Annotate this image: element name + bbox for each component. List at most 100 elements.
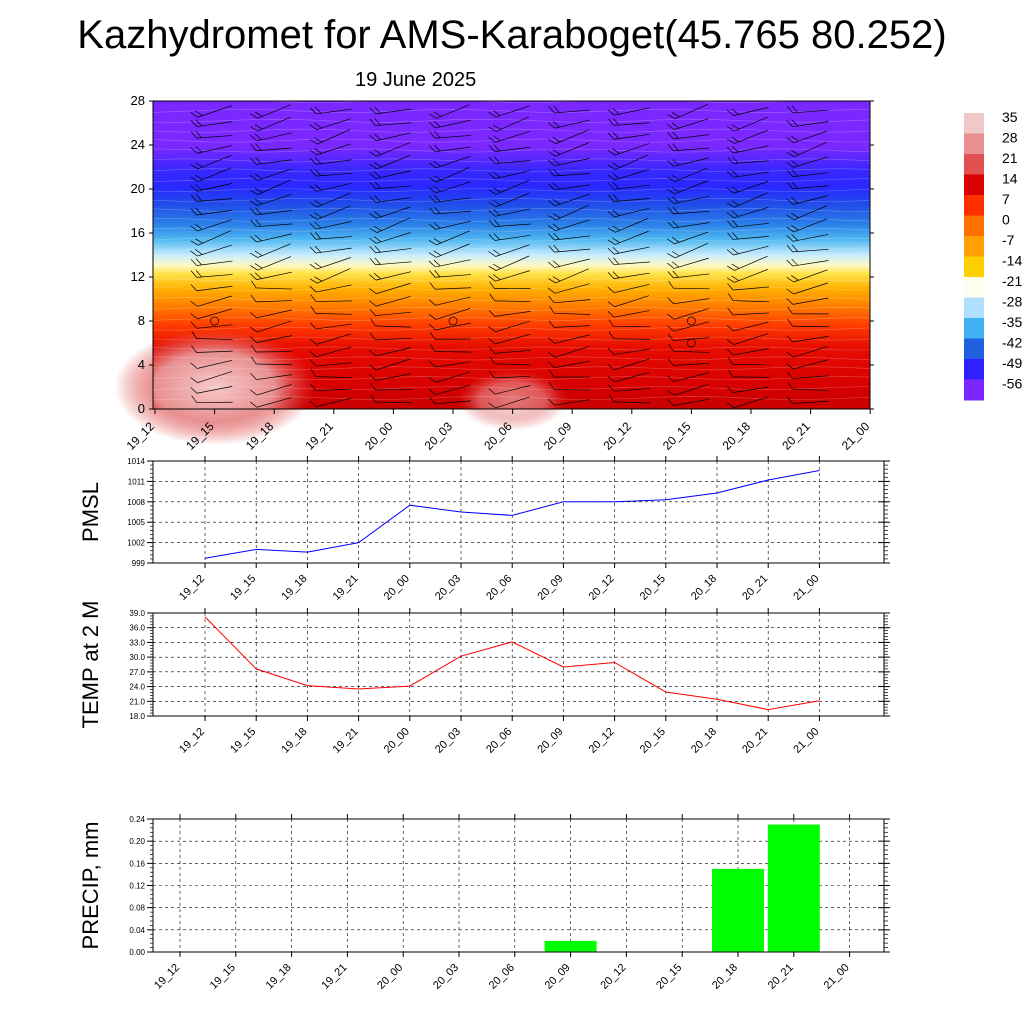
wind-barb (190, 183, 233, 192)
wind-barb (727, 357, 770, 365)
contour-line (152, 356, 871, 361)
wind-barb (726, 145, 769, 154)
wind-barb (250, 271, 292, 280)
wind-barb (488, 144, 531, 152)
wind-barb (190, 219, 232, 232)
wind-barb (547, 345, 590, 358)
wind-barb (429, 270, 471, 278)
wind-barb (250, 256, 292, 271)
wind-barb (607, 154, 649, 170)
wind-barb (786, 234, 829, 242)
x-tick-label: 19_12 (152, 962, 182, 992)
wind-barb (667, 220, 710, 229)
y-tick-label: 16 (131, 225, 145, 240)
y-tick-label: 30.0 (129, 653, 145, 662)
x-tick-label: 21_00 (822, 962, 852, 992)
x-tick-label: 19_15 (228, 726, 258, 756)
contour-line (152, 366, 871, 371)
y-tick-label: 39.0 (129, 609, 145, 618)
x-tick-label: 20_12 (598, 962, 628, 992)
contour-line (152, 346, 871, 351)
wind-barb (488, 320, 530, 333)
wind-barb (786, 258, 829, 267)
wind-barb (786, 346, 828, 358)
x-tick-label: 20_21 (740, 573, 770, 603)
wind-barb (667, 103, 708, 120)
colorbar-label: -56 (1002, 376, 1022, 392)
wind-barb (369, 132, 412, 142)
wind-barb (190, 258, 233, 266)
wind-barb (786, 181, 829, 190)
x-tick-label: 20_06 (484, 726, 514, 756)
wind-barb (488, 192, 530, 208)
wind-barb (786, 195, 829, 205)
wind-barb (309, 157, 352, 165)
y-tick-label: 20 (131, 181, 145, 196)
colorbar-label: -21 (1002, 273, 1022, 289)
bar (767, 824, 820, 952)
wind-barb (667, 270, 710, 279)
wind-barb (429, 144, 471, 153)
x-tick-label: 20_21 (766, 962, 796, 992)
wind-barb (608, 394, 650, 404)
wind-barb (428, 308, 471, 320)
contour-line (152, 118, 871, 123)
x-tick-label: 20_06 (484, 573, 514, 603)
y-tick-label: 4 (138, 357, 145, 372)
contour-line (152, 198, 871, 202)
wind-barb (190, 284, 233, 292)
wind-barb (608, 257, 650, 265)
colorbar-label: -35 (1002, 314, 1022, 330)
wind-barb (726, 116, 768, 132)
wind-barb (547, 119, 590, 129)
wind-barb (667, 196, 710, 204)
wind-barb (667, 231, 709, 245)
wind-barb (488, 105, 530, 118)
wind-barb (549, 382, 591, 391)
temp-panel: 18.0 21.0 24.0 27.0 30.0 33.0 36.0 39.0 19_12 19_… (78, 601, 890, 756)
calm-wind-circle (687, 338, 696, 348)
colorbar-swatch (964, 338, 984, 360)
wind-barb (250, 207, 293, 216)
wind-barb (727, 369, 770, 378)
wind-barb (190, 145, 233, 154)
wind-barb (668, 343, 710, 353)
wind-barb (727, 293, 770, 303)
wind-barb (249, 168, 292, 181)
x-tick-label: 20_03 (422, 419, 456, 453)
wind-barb (369, 154, 411, 170)
y-tick-label: 1011 (128, 477, 146, 486)
wind-barb (607, 295, 650, 308)
wind-barb (786, 156, 828, 168)
wind-barb (310, 294, 352, 302)
y-tick-label: 1002 (127, 539, 145, 548)
wind-barb (726, 255, 768, 271)
wind-barb (607, 207, 650, 218)
wind-barb (786, 269, 828, 283)
wind-barb (309, 106, 352, 115)
wind-barb (607, 217, 649, 233)
colorbar-label: -49 (1002, 355, 1022, 371)
wind-barb (667, 206, 710, 215)
colorbar-label: 21 (1002, 150, 1018, 166)
wind-barb (250, 294, 293, 303)
wind-barb (726, 386, 769, 393)
wind-barb (607, 246, 650, 255)
wind-barb (726, 207, 769, 219)
wind-barb (190, 386, 233, 394)
wind-barb (369, 245, 412, 254)
contour-line (152, 237, 871, 242)
wind-barb (489, 371, 531, 379)
wind-barb (249, 309, 292, 319)
colorbar-swatch (964, 236, 984, 257)
wind-barb (787, 381, 829, 391)
wind-barb (548, 268, 589, 284)
x-tick-label: 19_12 (177, 573, 207, 603)
wind-barb (667, 143, 710, 152)
wind-barb (786, 169, 829, 178)
colorbar-swatch (964, 154, 984, 175)
colorbar-swatch (964, 297, 984, 319)
wind-barb (607, 348, 650, 355)
